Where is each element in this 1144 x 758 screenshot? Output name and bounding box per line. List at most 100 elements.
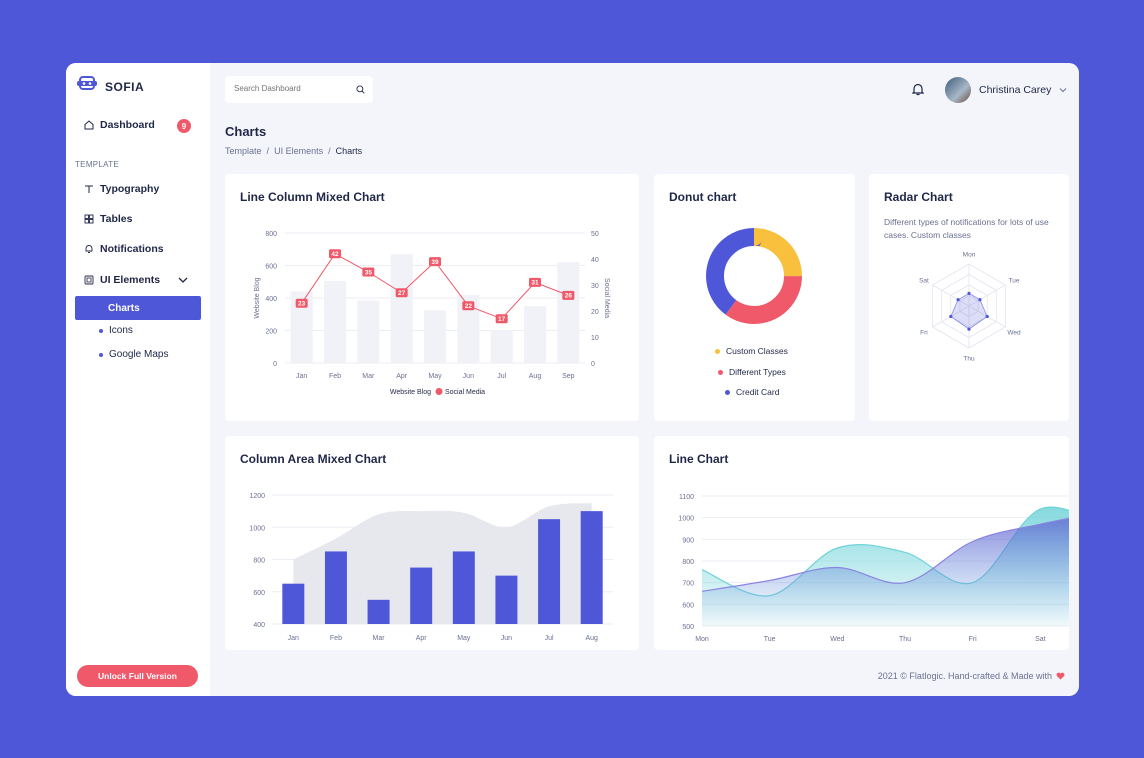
card-title: Donut chart: [669, 190, 737, 204]
bar: [495, 575, 518, 624]
breadcrumb-item[interactable]: Template: [225, 146, 262, 156]
bar: [580, 511, 603, 624]
radar-point: [967, 291, 971, 295]
y2-tick-label: 10: [591, 335, 599, 342]
legend-item[interactable]: Custom Classes: [715, 346, 788, 356]
x-tick-label: Aug: [529, 373, 542, 380]
sidebar-item-label: Typography: [100, 183, 160, 195]
data-label: 23: [298, 301, 306, 308]
user-menu[interactable]: Christina Carey: [945, 77, 1067, 103]
breadcrumb-separator: /: [325, 146, 334, 156]
y-tick-label: 600: [682, 602, 694, 609]
notification-badge: 9: [177, 119, 191, 133]
y-axis-label: Website Blog: [254, 277, 261, 318]
bar: [557, 262, 580, 363]
bar: [524, 306, 546, 363]
notifications-bell-icon[interactable]: [912, 83, 924, 96]
bell-icon: [85, 245, 93, 253]
sidebar-subitem-icons[interactable]: Icons: [99, 325, 133, 336]
bar: [357, 300, 380, 363]
chevron-down-icon[interactable]: [178, 276, 188, 284]
legend-item[interactable]: Different Types: [718, 367, 786, 377]
section-label: TEMPLATE: [75, 160, 120, 169]
x-tick-label: Mar: [362, 373, 375, 380]
sidebar-subitem-google-maps[interactable]: Google Maps: [99, 349, 168, 360]
x-tick-label: Mon: [695, 636, 709, 643]
breadcrumb-item[interactable]: UI Elements: [274, 146, 324, 156]
x-tick-label: Apr: [396, 373, 408, 380]
radar-chart: Mon Tue Wed Thu Fri Sat: [919, 252, 1021, 363]
sidebar-item-typography[interactable]: Typography: [84, 183, 159, 195]
unlock-full-version-button[interactable]: Unlock Full Version: [77, 665, 198, 687]
data-label-box: [562, 290, 575, 300]
donut-chart: [706, 228, 802, 324]
legend-label: Different Types: [729, 367, 786, 377]
home-icon: [84, 120, 94, 130]
x-tick-label: Jun: [463, 373, 474, 380]
search-icon[interactable]: [356, 85, 365, 94]
sidebar-item-ui-elements[interactable]: UI Elements: [84, 274, 160, 286]
bar: [452, 551, 475, 624]
avatar: [945, 77, 971, 103]
data-label: 27: [398, 290, 406, 297]
legend-dot-icon: [725, 389, 730, 395]
bar: [457, 294, 480, 363]
y-tick-label: 1000: [678, 516, 694, 523]
data-label: 42: [331, 251, 339, 258]
radar-point: [956, 298, 960, 302]
x-tick-label: Aug: [585, 635, 598, 642]
search-input[interactable]: [234, 84, 344, 93]
legend-item[interactable]: Credit Card: [725, 387, 779, 397]
bar: [367, 599, 390, 624]
y-tick-label: 700: [682, 581, 694, 588]
page-title: Charts: [225, 124, 267, 139]
y2-tick-label: 0: [591, 361, 595, 368]
y-tick-label: 0: [273, 361, 277, 368]
data-label-box: [529, 277, 541, 287]
donut-slice: [706, 228, 802, 324]
chevron-down-icon: [1060, 88, 1067, 93]
radar-spoke: [968, 284, 1006, 307]
tables-icon: [84, 214, 94, 224]
sidebar-item-tables[interactable]: Tables: [84, 213, 132, 225]
radar-label: Thu: [963, 356, 975, 363]
x-tick-label: Feb: [329, 373, 341, 380]
series-line: [701, 517, 1069, 592]
legend-label: Social Media: [445, 389, 485, 396]
sidebar-subitem-charts[interactable]: Charts: [75, 296, 201, 320]
legend-label: Website Blog: [390, 389, 431, 396]
card-title: Line Chart: [669, 452, 729, 466]
line-chart: 500 600 700 800 900 1000 1100 Mon Tue Wed Thu Fri Sa…: [678, 494, 1069, 643]
x-tick-label: Thu: [899, 636, 911, 643]
data-label-box: [462, 301, 475, 311]
radar-point: [967, 327, 971, 331]
radar-label: Tue: [1009, 278, 1020, 285]
sidebar-item-dashboard[interactable]: Dashboard: [84, 119, 155, 131]
data-label-box: [395, 288, 408, 298]
breadcrumb: Template / UI Elements / Charts: [225, 146, 362, 156]
bar: [324, 280, 346, 363]
x-tick-label: Tue: [764, 636, 776, 643]
x-tick-label: Sep: [562, 373, 575, 380]
logo-icon: [77, 75, 97, 98]
y-tick-label: 400: [253, 622, 265, 629]
heart-icon: [1056, 672, 1065, 680]
breadcrumb-separator: /: [264, 146, 272, 156]
radar-point: [978, 298, 982, 302]
data-label-box: [362, 267, 375, 277]
legend-dot: [435, 388, 443, 395]
data-label: 22: [465, 303, 473, 310]
data-label-box: [429, 257, 441, 267]
x-tick-label: Wed: [830, 636, 844, 643]
bar: [410, 567, 433, 624]
sidebar-item-notifications[interactable]: Notifications: [84, 243, 164, 255]
data-label: 26: [565, 293, 573, 300]
x-tick-label: May: [457, 635, 471, 642]
logo[interactable]: SOFIA: [77, 75, 144, 98]
app-window: SOFIA Dashboard 9 TEMPLATE Typography Ta…: [66, 63, 1079, 696]
donut-card: Donut chart Custom Classes Different Typ…: [654, 174, 855, 421]
column-area-mixed-chart: 400 600 800 1000 1200 Jan Feb Mar Apr May Jun Jul Au…: [249, 493, 613, 642]
column-area-mixed-card: Column Area Mixed Chart 400 600 800 1000 120…: [225, 436, 639, 650]
breadcrumb-current: Charts: [335, 146, 363, 156]
card-title: Column Area Mixed Chart: [240, 452, 387, 466]
